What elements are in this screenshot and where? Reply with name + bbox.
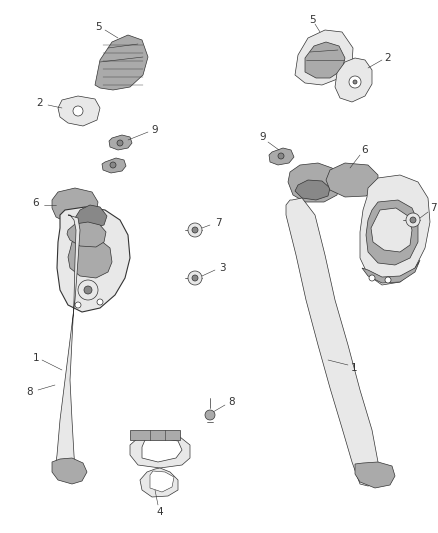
Polygon shape (305, 42, 345, 78)
Text: 8: 8 (229, 397, 235, 407)
Circle shape (188, 223, 202, 237)
Polygon shape (130, 435, 190, 468)
Circle shape (117, 140, 123, 146)
Circle shape (369, 275, 375, 281)
Circle shape (97, 299, 103, 305)
Polygon shape (95, 35, 148, 90)
Circle shape (78, 280, 98, 300)
Text: 2: 2 (37, 98, 43, 108)
Polygon shape (362, 260, 420, 283)
Polygon shape (142, 438, 182, 462)
Text: 7: 7 (215, 218, 221, 228)
Polygon shape (52, 188, 98, 223)
Polygon shape (102, 158, 126, 173)
Polygon shape (57, 207, 130, 312)
Polygon shape (295, 180, 330, 200)
Polygon shape (58, 96, 100, 126)
Polygon shape (67, 222, 106, 247)
Text: 5: 5 (95, 22, 101, 32)
Polygon shape (109, 135, 132, 150)
Polygon shape (326, 163, 378, 197)
Polygon shape (366, 200, 418, 265)
Polygon shape (355, 462, 395, 488)
Polygon shape (140, 468, 178, 497)
Circle shape (110, 162, 116, 168)
Circle shape (75, 302, 81, 308)
Text: 5: 5 (310, 15, 316, 25)
Polygon shape (68, 238, 112, 278)
Polygon shape (288, 163, 340, 202)
Text: 9: 9 (152, 125, 158, 135)
Circle shape (410, 217, 416, 223)
Text: 3: 3 (219, 263, 225, 273)
Polygon shape (335, 58, 372, 102)
Text: 1: 1 (33, 353, 39, 363)
Text: 1: 1 (351, 363, 357, 373)
Circle shape (406, 213, 420, 227)
Text: 6: 6 (33, 198, 39, 208)
Circle shape (73, 106, 83, 116)
Circle shape (192, 275, 198, 281)
Polygon shape (360, 175, 430, 285)
Polygon shape (52, 458, 87, 484)
Circle shape (192, 227, 198, 233)
Circle shape (385, 277, 391, 283)
Text: 4: 4 (157, 507, 163, 517)
Circle shape (188, 271, 202, 285)
Circle shape (278, 153, 284, 159)
Polygon shape (295, 30, 353, 85)
Text: 7: 7 (430, 203, 436, 213)
Text: 9: 9 (260, 132, 266, 142)
Polygon shape (150, 471, 174, 492)
Text: 8: 8 (27, 387, 33, 397)
Polygon shape (75, 205, 107, 228)
Polygon shape (371, 208, 412, 252)
Text: 6: 6 (362, 145, 368, 155)
Polygon shape (286, 198, 380, 486)
Circle shape (349, 76, 361, 88)
Text: 2: 2 (385, 53, 391, 63)
Polygon shape (269, 148, 294, 165)
Polygon shape (130, 430, 180, 440)
Circle shape (205, 410, 215, 420)
Circle shape (353, 80, 357, 84)
Polygon shape (55, 215, 80, 478)
Circle shape (84, 286, 92, 294)
